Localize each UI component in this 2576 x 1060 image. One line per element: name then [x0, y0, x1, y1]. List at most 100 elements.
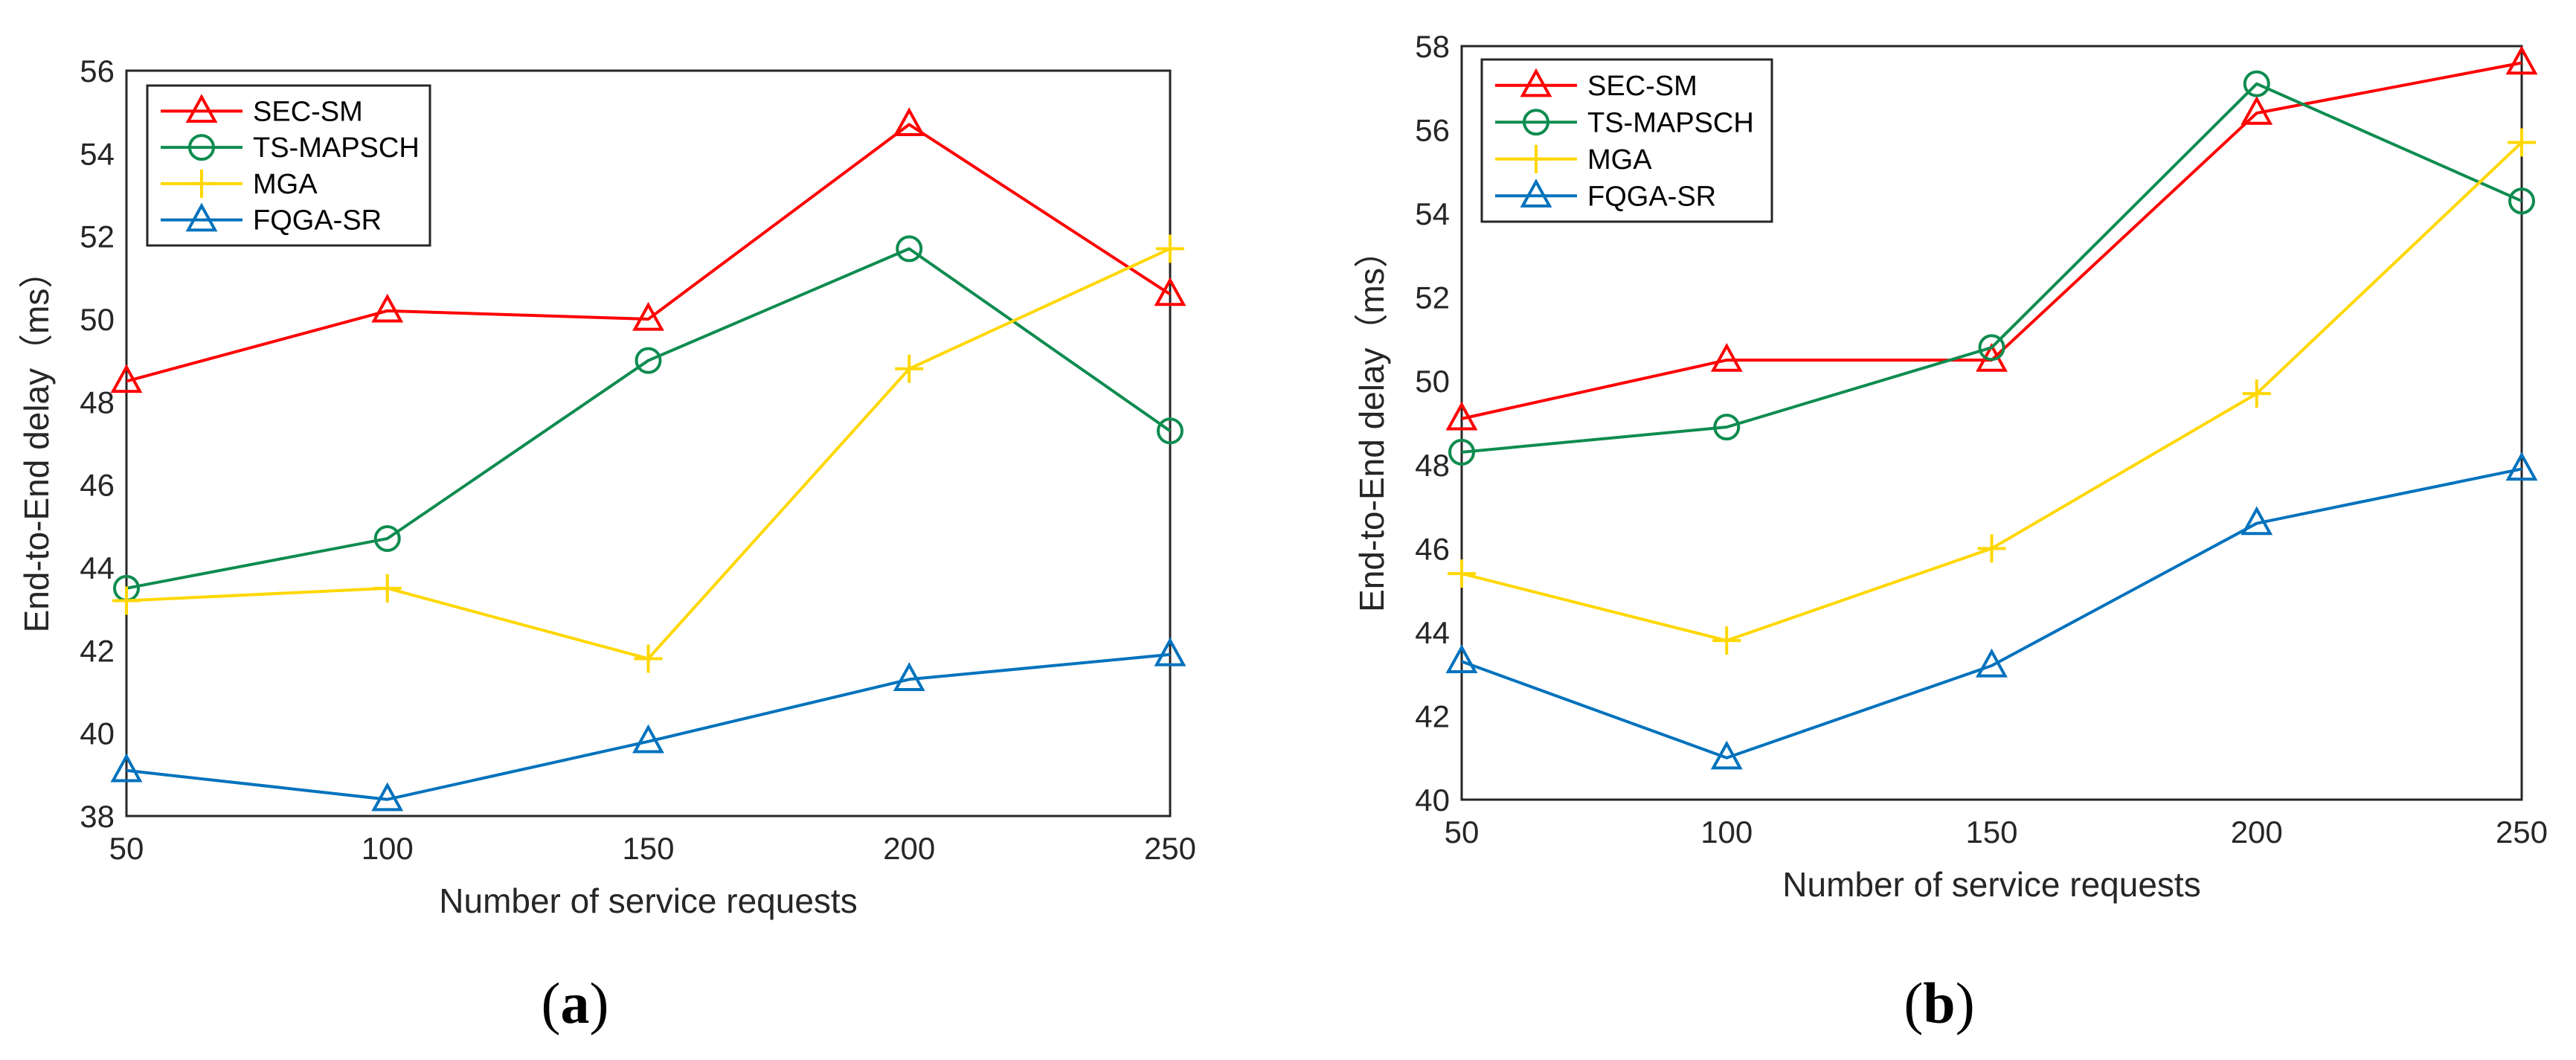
- data-point-sec-sm: [2505, 45, 2538, 75]
- data-point-mga: [373, 574, 402, 603]
- legend-marker-mga: [187, 169, 216, 198]
- data-point-sec-sm: [1154, 277, 1186, 306]
- data-point-mga: [1448, 559, 1476, 588]
- y-tick-label: 58: [1415, 29, 1450, 64]
- y-tick-label: 42: [80, 633, 115, 668]
- series-sec-sm: [110, 107, 1186, 394]
- data-point-mga: [112, 586, 141, 615]
- data-point-ts-mapsch: [896, 235, 923, 263]
- series-mga: [1448, 128, 2536, 655]
- data-point-mga: [895, 354, 924, 383]
- data-point-ts-mapsch: [1713, 414, 1741, 441]
- panel-label: (a): [542, 971, 609, 1035]
- data-point-mga: [2242, 379, 2271, 408]
- x-tick-label: 150: [1965, 815, 2017, 849]
- y-tick-label: 46: [80, 468, 115, 503]
- x-tick-label: 50: [109, 831, 144, 866]
- data-point-mga: [1156, 234, 1184, 263]
- y-tick-label: 56: [1415, 113, 1450, 148]
- legend-label-mga: MGA: [1587, 144, 1652, 176]
- x-tick-label: 50: [1445, 815, 1480, 849]
- y-tick-label: 46: [1415, 531, 1450, 566]
- data-point-fqga-sr: [1710, 740, 1743, 770]
- x-tick-label: 150: [622, 831, 674, 866]
- legend-marker-fqga-sr: [1520, 179, 1552, 208]
- y-tick-label: 50: [80, 302, 115, 337]
- legend-label-ts-mapsch: TS-MAPSCH: [253, 132, 420, 164]
- y-tick-label: 48: [80, 385, 115, 420]
- x-tick-label: 100: [362, 831, 414, 866]
- x-tick-label: 200: [2231, 815, 2283, 849]
- data-point-fqga-sr: [632, 724, 664, 754]
- series-line-sec-sm: [126, 123, 1172, 383]
- legend-label-fqga-sr: FQGA-SR: [253, 205, 382, 237]
- y-tick-label: 52: [1415, 280, 1450, 315]
- data-point-ts-mapsch: [373, 525, 401, 553]
- data-point-ts-mapsch: [2243, 70, 2270, 97]
- legend-marker-ts-mapsch: [188, 134, 215, 161]
- panel-label-letter: b: [1923, 971, 1955, 1035]
- series-ts-mapsch: [113, 235, 1183, 602]
- y-tick-label: 56: [80, 54, 115, 89]
- series-line-fqga-sr: [126, 652, 1171, 801]
- y-tick-label: 54: [80, 136, 115, 171]
- legend: SEC-SM TS-MAPSCH MGA FQGA-SR: [146, 84, 431, 247]
- y-tick-label: 50: [1415, 364, 1450, 399]
- legend-marker-sec-sm: [185, 94, 218, 123]
- y-tick-label: 38: [80, 799, 115, 834]
- panel-label-open: (: [1904, 971, 1923, 1035]
- y-tick-label: 54: [1415, 196, 1450, 231]
- y-axis-title: End-to-End delay（ms）: [1352, 234, 1391, 612]
- legend-marker-mga: [1522, 144, 1550, 173]
- legend-label-ts-mapsch: TS-MAPSCH: [1587, 107, 1754, 138]
- data-point-ts-mapsch: [1978, 334, 2005, 362]
- series-ts-mapsch: [1448, 70, 2535, 466]
- y-tick-label: 44: [80, 550, 115, 585]
- chart-panel-b: 50 100 150 200 250 40 42 44 46 48 50 52 54 56 58 Number…: [1352, 29, 2548, 1035]
- series-line-ts-mapsch: [126, 247, 1172, 590]
- x-tick-label: 250: [1144, 831, 1196, 866]
- data-point-mga: [1977, 534, 2006, 563]
- data-point-ts-mapsch: [1448, 438, 1475, 466]
- legend-label-sec-sm: SEC-SM: [253, 96, 363, 127]
- data-point-fqga-sr: [1976, 648, 2008, 678]
- data-point-mga: [1712, 626, 1741, 655]
- legend: SEC-SM TS-MAPSCH MGA FQGA-SR: [1480, 58, 1773, 223]
- data-point-mga: [2508, 128, 2536, 157]
- panel-label-close: ): [590, 971, 609, 1035]
- legend-marker-fqga-sr: [185, 202, 218, 232]
- data-point-fqga-sr: [2241, 506, 2273, 536]
- data-point-ts-mapsch: [635, 347, 662, 374]
- legend-marker-ts-mapsch: [1523, 109, 1549, 136]
- series-mga: [112, 234, 1184, 673]
- legend-label-mga: MGA: [253, 169, 318, 200]
- series-fqga-sr: [110, 637, 1186, 812]
- y-tick-label: 40: [1415, 783, 1450, 818]
- x-tick-label: 200: [883, 831, 935, 866]
- panel-label-open: (: [542, 971, 561, 1035]
- data-point-fqga-sr: [371, 782, 404, 812]
- data-point-ts-mapsch: [2508, 187, 2535, 215]
- data-point-sec-sm: [371, 293, 404, 323]
- y-tick-label: 42: [1415, 698, 1450, 733]
- data-point-fqga-sr: [2505, 452, 2538, 481]
- data-point-sec-sm: [893, 107, 925, 137]
- series-line-ts-mapsch: [1461, 82, 2522, 454]
- x-tick-label: 100: [1700, 815, 1753, 849]
- x-axis-title: Number of service requests: [439, 881, 857, 920]
- y-tick-label: 52: [80, 219, 115, 254]
- data-point-sec-sm: [2241, 95, 2273, 125]
- y-axis-title: End-to-End delay（ms）: [17, 254, 56, 633]
- data-point-fqga-sr: [1445, 644, 1478, 673]
- panel-label: (b): [1904, 971, 1974, 1035]
- y-tick-label: 44: [1415, 615, 1450, 650]
- series-fqga-sr: [1445, 452, 2538, 770]
- legend-marker-sec-sm: [1520, 68, 1552, 97]
- panel-label-letter: a: [561, 971, 590, 1035]
- data-point-ts-mapsch: [1157, 417, 1183, 445]
- data-point-fqga-sr: [1154, 637, 1186, 666]
- legend-label-fqga-sr: FQGA-SR: [1587, 181, 1716, 212]
- data-point-mga: [634, 644, 663, 673]
- data-point-fqga-sr: [893, 662, 925, 691]
